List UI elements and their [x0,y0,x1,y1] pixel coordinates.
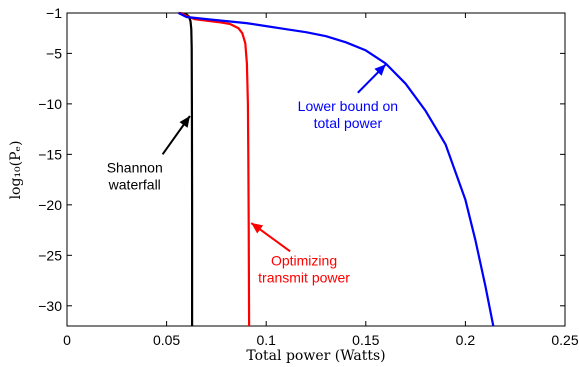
x-tick-label: 0.15 [352,332,379,348]
annotation-label-0: Shannon [107,160,163,176]
series-line-2 [178,12,495,327]
y-tick-label: −25 [38,247,62,263]
annotation-arrowhead [251,223,264,234]
x-tick-label: 0.25 [551,332,578,348]
annotation-label-2: total power [314,115,383,131]
x-tick-label: 0.2 [456,332,476,348]
y-tick-label: −15 [38,146,62,162]
annotation-label-0: waterfall [108,177,161,193]
y-tick-label: −10 [38,96,62,112]
y-tick-label: −20 [38,197,62,213]
x-tick-label: 0.1 [256,332,276,348]
annotation-label-2: Lower bound on [298,98,398,114]
y-axis-title: log₁₀(Pₑ) [8,141,24,200]
y-tick-label: −5 [46,45,62,61]
x-axis-title: Total power (Watts) [246,348,385,364]
x-tick-label: 0.05 [153,332,180,348]
annotation-label-1: Optimizing [271,252,337,268]
annotation-label-1: transmit power [258,269,350,285]
series-lines [178,11,495,327]
annotation-arrowhead [374,64,386,76]
annotation-arrowhead [179,116,190,128]
y-tick-label: −30 [38,298,62,314]
x-tick-label: 0 [63,332,71,348]
axis-ticks: 0 0.05 0.1 0.15 0.2 0.25 −1 −5 −10 −15 −20 −25 −30 [38,5,579,348]
y-tick-label: −1 [46,5,62,21]
